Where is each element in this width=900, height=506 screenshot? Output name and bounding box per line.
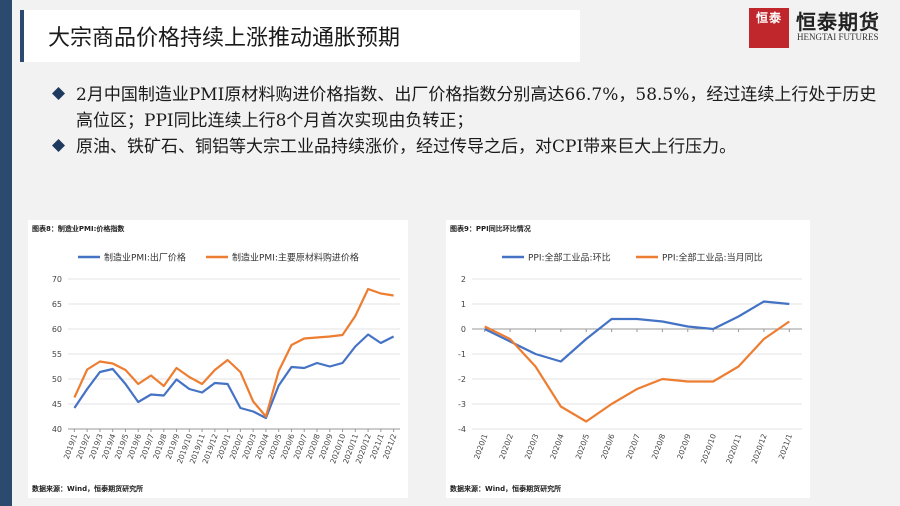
legend-label: 制造业PMI:主要原材料购进价格 — [232, 252, 359, 264]
left-chart-caption: 图表8：制造业PMI:价格指数 — [32, 225, 125, 233]
x-tick-label: 2020/1 — [472, 432, 490, 460]
x-tick-label: 2020/7 — [624, 432, 642, 460]
x-tick-label: 2020/6 — [599, 432, 617, 460]
x-tick-label: 2020/10 — [699, 432, 718, 465]
bullet-text: 2月中国制造业PMI原材料购进价格指数、出厂价格指数分别高达66.7%，58.5… — [76, 85, 877, 131]
bullet-list: 2月中国制造业PMI原材料购进价格指数、出厂价格指数分别高达66.7%，58.5… — [52, 82, 882, 160]
y-tick-label: 50 — [52, 375, 62, 384]
y-tick-label: -1 — [458, 350, 466, 359]
y-tick-label: 70 — [52, 275, 62, 284]
legend-label: 制造业PMI:出厂价格 — [104, 252, 186, 264]
x-tick-label: 2020/3 — [523, 432, 541, 460]
diamond-bullet-icon — [52, 87, 65, 100]
series-line-1 — [484, 300, 790, 363]
brand-logo — [749, 8, 789, 48]
diamond-bullet-icon — [52, 139, 65, 152]
legend-label: PPI:全部工业品:环比 — [528, 252, 611, 264]
x-tick-label: 2020/11 — [724, 432, 743, 465]
x-tick-label: 2021/1 — [777, 432, 795, 460]
x-tick-label: 2020/12 — [750, 432, 769, 465]
x-tick-label: 2020/5 — [574, 432, 592, 460]
pmi-price-chart: 404550556065702019/12019/22019/32019/420… — [52, 252, 400, 465]
y-tick-label: 45 — [52, 400, 62, 409]
y-tick-label: 2 — [461, 275, 466, 284]
series-line-2 — [73, 287, 394, 418]
brand-logo-chars: 恒泰 — [755, 11, 782, 25]
bullet-item: 2月中国制造业PMI原材料购进价格指数、出厂价格指数分别高达66.7%，58.5… — [52, 82, 882, 134]
y-tick-label: 65 — [52, 300, 62, 309]
y-tick-label: 1 — [461, 300, 466, 309]
left-chart-source: 数据来源：Wind，恒泰期货研究所 — [32, 485, 144, 493]
legend-label: PPI:全部工业品:当月同比 — [662, 252, 763, 264]
y-tick-label: 40 — [52, 425, 62, 434]
y-tick-label: -4 — [458, 425, 466, 434]
brand-name-en: HENGTAI FUTURES — [797, 32, 879, 42]
x-tick-label: 2020/4 — [548, 432, 566, 460]
left-accent-bar — [0, 0, 12, 506]
y-tick-label: 55 — [52, 350, 62, 359]
x-tick-label: 2020/2 — [497, 432, 515, 460]
series-line-2 — [484, 320, 790, 423]
y-tick-label: 60 — [52, 325, 62, 334]
right-chart-panel — [446, 220, 810, 498]
x-tick-label: 2020/8 — [650, 432, 668, 460]
y-tick-label: 0 — [461, 325, 466, 334]
right-chart-caption: 图表9：PPI同比环比情况 — [450, 225, 531, 233]
brand-name: 恒泰期货 — [796, 10, 880, 34]
bullet-text: 原油、铁矿石、铜铝等大宗工业品持续涨价，经过传导之后，对CPI带来巨大上行压力。 — [76, 137, 737, 157]
slide-title: 大宗商品价格持续上涨推动通胀预期 — [48, 26, 401, 51]
right-chart-source: 数据来源：Wind，恒泰期货研究所 — [450, 485, 562, 493]
ppi-chart: -4 -3 -2 -1 0 1 2 2020/1 2020/2 2020/3 2020/4 2020/… — [458, 252, 802, 465]
title-banner — [20, 10, 580, 62]
x-tick-label: 2020/9 — [675, 432, 693, 460]
y-tick-label: -3 — [458, 400, 466, 409]
series-line-1 — [73, 333, 395, 420]
y-tick-label: -2 — [458, 375, 466, 384]
bullet-item: 原油、铁矿石、铜铝等大宗工业品持续涨价，经过传导之后，对CPI带来巨大上行压力。 — [52, 134, 882, 160]
title-accent-bar — [20, 10, 24, 62]
